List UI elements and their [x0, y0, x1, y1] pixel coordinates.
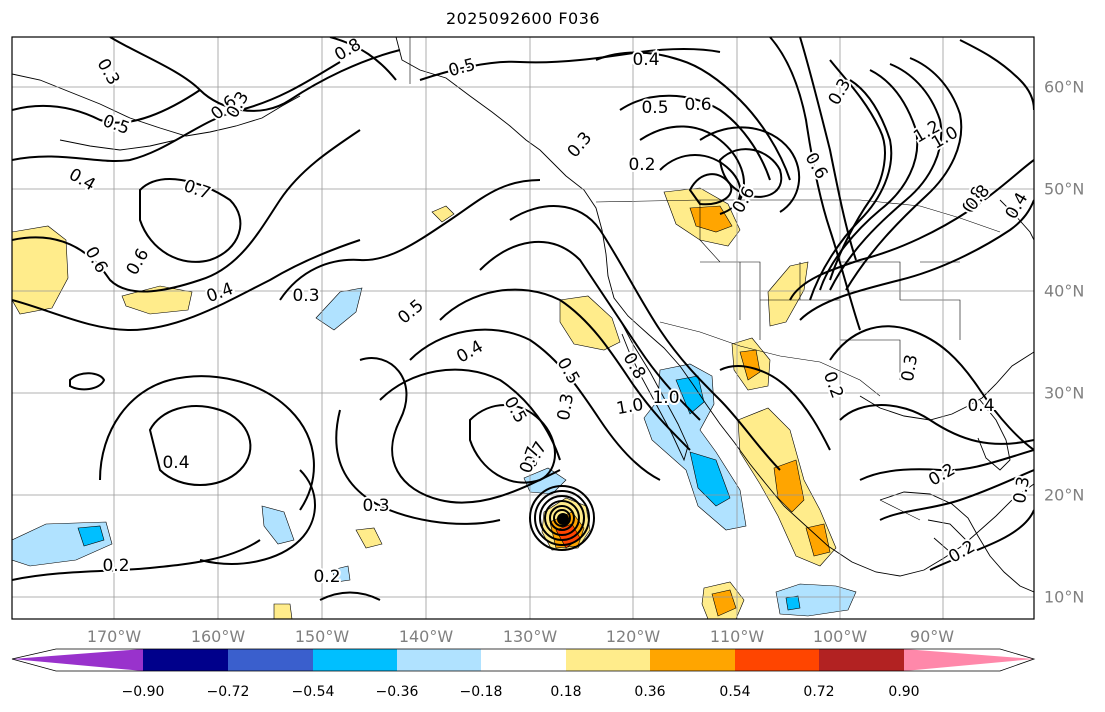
yellow-area-central-pacific — [121, 285, 193, 315]
colorbar-segment — [397, 649, 481, 671]
hurricane-contours — [529, 485, 595, 551]
colorbar-segment — [143, 649, 228, 671]
lat-label: 50°N — [1044, 179, 1085, 199]
contour-label: 0.4 — [632, 50, 659, 70]
lon-label: 140°W — [398, 627, 454, 646]
colorbar-segment — [735, 649, 819, 671]
map-panel: 0.30.50.80.50.40.60.5 0.60.40.70.60.3 0.50… — [11, 36, 1035, 620]
lat-label: 40°N — [1044, 281, 1085, 301]
colorbar-segment — [313, 649, 397, 671]
lon-label: 130°W — [502, 627, 558, 646]
cyan-area-baja-coast-2 — [689, 451, 731, 507]
yellow-area-west-edge — [12, 225, 69, 315]
lon-label: 90°W — [909, 627, 955, 646]
colorbar — [11, 648, 1036, 672]
lon-label: 160°W — [190, 627, 246, 646]
contour-label: 0.2 — [102, 556, 129, 576]
colorbar-label: −0.72 — [206, 684, 250, 700]
contour-label: 0.3 — [292, 286, 319, 306]
contour-label: 0.3 — [362, 496, 389, 516]
orange-area-mexico-west — [773, 459, 805, 513]
contour-label: 1.0 — [652, 388, 679, 408]
yellow-area-small-1 — [431, 205, 455, 223]
contour-lines — [12, 37, 1034, 601]
map-background — [12, 37, 1034, 619]
contour-label: 0.4 — [967, 396, 994, 416]
blue-area-central — [315, 287, 363, 331]
lat-label: 60°N — [1044, 77, 1085, 97]
lon-label: 110°W — [709, 627, 765, 646]
lat-label: 30°N — [1044, 383, 1085, 403]
map-title: 2025092600 F036 — [445, 9, 601, 28]
colorbar-label: 0.54 — [719, 684, 751, 700]
yellow-area-rockies — [767, 261, 809, 327]
blue-area-small — [331, 565, 351, 583]
colorbar-segment — [819, 649, 904, 671]
lon-label: 150°W — [294, 627, 350, 646]
lon-label: 100°W — [812, 627, 868, 646]
colorbar-label: 0.90 — [888, 684, 920, 700]
contour-label: 0.2 — [313, 567, 340, 587]
colorbar-segment — [228, 649, 313, 671]
cyan-area-baja-coast-1 — [675, 375, 705, 415]
political-borders — [409, 37, 1001, 521]
contour-label: 0.5 — [641, 98, 668, 118]
map-frame — [11, 36, 1035, 620]
colorbar-segment — [650, 649, 735, 671]
colorbar-outline — [11, 648, 1036, 672]
colorbar-label: −0.90 — [121, 684, 165, 700]
orange-area-southwest — [739, 349, 761, 381]
colorbar-segment — [566, 649, 650, 671]
blue-area-hawaii — [261, 505, 295, 545]
colorbar-label: 0.36 — [634, 684, 666, 700]
colorbar-segment — [12, 649, 143, 671]
yellow-area-small-2 — [355, 527, 383, 549]
graticule — [12, 37, 1034, 619]
yellow-area-small-3 — [273, 603, 293, 619]
colorbar-label: −0.54 — [291, 684, 335, 700]
colorbar-label: −0.18 — [459, 684, 503, 700]
contour-label: 0.6 — [684, 95, 711, 115]
colorbar-label: 0.72 — [803, 684, 835, 700]
contour-label: 0.4 — [162, 453, 189, 473]
colorbar-segment — [481, 649, 566, 671]
cyan-area-east-pacific — [785, 595, 801, 611]
colorbar-label: 0.18 — [550, 684, 582, 700]
colorbar-label: −0.36 — [375, 684, 419, 700]
contour-label: 0.2 — [628, 155, 655, 175]
orange-area-east-pacific — [711, 589, 737, 617]
yellow-area-baja-west — [559, 295, 621, 351]
lon-label: 170°W — [86, 627, 142, 646]
colorbar-segment — [904, 649, 1034, 671]
coastlines — [12, 37, 1034, 593]
lat-label: 20°N — [1044, 485, 1085, 505]
lon-label: 120°W — [605, 627, 661, 646]
contour-label: 0.3 — [1010, 475, 1034, 505]
lat-label: 10°N — [1044, 587, 1085, 607]
cyan-area-west-pacific — [77, 525, 105, 547]
